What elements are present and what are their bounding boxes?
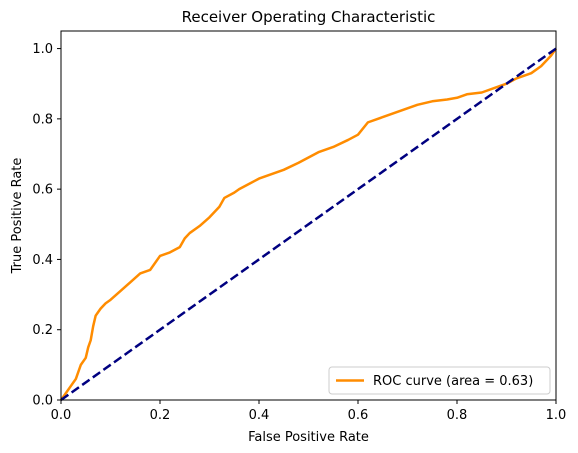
x-tick-label: 1.0 <box>546 408 567 423</box>
roc-curve-line <box>59 47 558 401</box>
x-tick-label: 0.0 <box>51 408 72 423</box>
plot-area <box>59 30 558 402</box>
y-tick-label: 0.8 <box>32 112 53 127</box>
x-tick-label: 0.4 <box>249 408 270 423</box>
x-tick-label: 0.8 <box>447 408 468 423</box>
y-axis-label: True Positive Rate <box>10 158 25 275</box>
x-axis: 0.0 0.2 0.4 0.6 0.8 1.0 <box>51 400 567 423</box>
legend-box <box>328 366 551 395</box>
legend: ROC curve (area = 0.63) <box>328 366 551 395</box>
x-axis-label: False Positive Rate <box>248 430 369 445</box>
chart-title: Receiver Operating Characteristic <box>182 8 436 26</box>
x-tick-label: 0.6 <box>348 408 369 423</box>
y-tick-label: 0.4 <box>32 253 53 268</box>
legend-label: ROC curve (area = 0.63) <box>373 374 533 389</box>
plot-background <box>61 31 556 400</box>
y-tick-label: 0.0 <box>32 394 53 409</box>
y-axis: 0.0 0.2 0.4 0.6 0.8 1.0 <box>32 42 61 409</box>
chance-diagonal-line <box>60 47 557 402</box>
y-tick-label: 0.2 <box>32 323 53 338</box>
y-tick-label: 0.6 <box>32 183 53 198</box>
x-tick-label: 0.2 <box>150 408 171 423</box>
y-tick-label: 1.0 <box>32 42 53 57</box>
plot-frame <box>60 30 557 401</box>
series-layer <box>59 47 558 402</box>
